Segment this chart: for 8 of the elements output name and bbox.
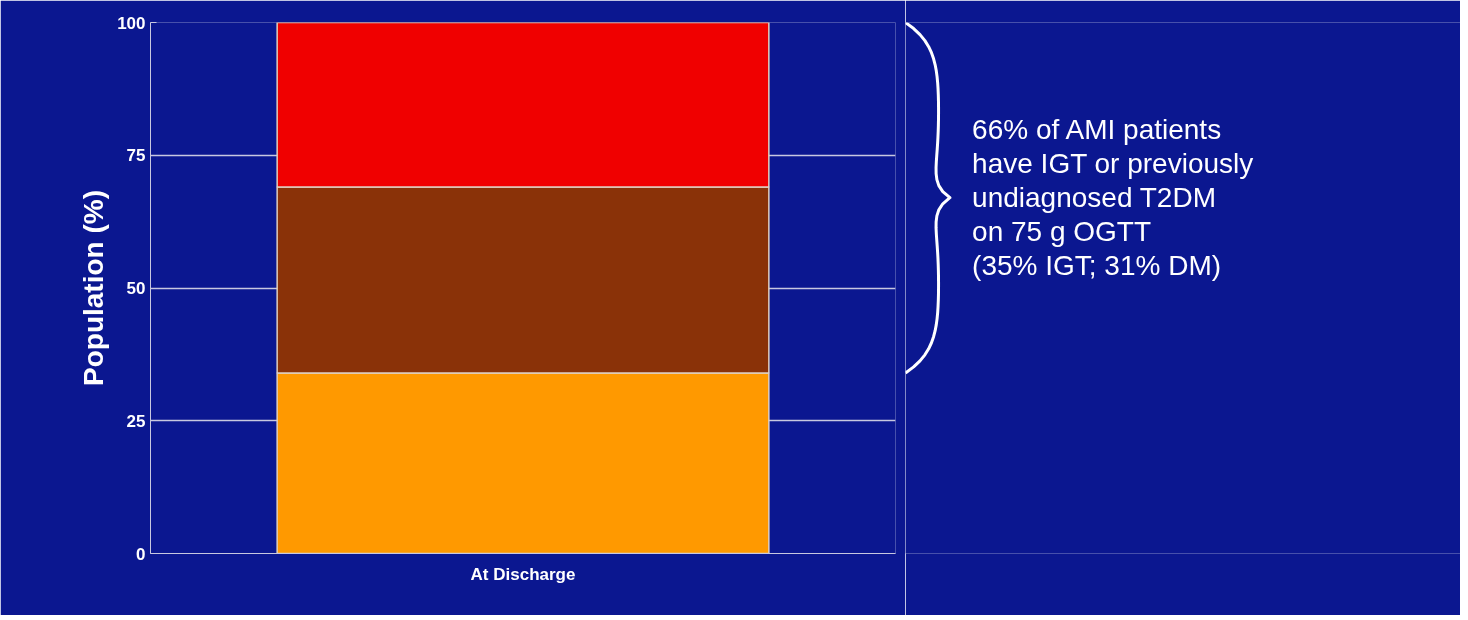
text: 66% of AMI patients have IGT or previously undiagnosed T2DM on 75 g OGTT (35% IGT; 31% DM): [972, 114, 1254, 282]
y-tick-label: 75: [126, 146, 146, 166]
y-tick-label: 50: [126, 279, 146, 298]
y-tick-label: 0: [136, 544, 146, 564]
y-tick-label: 100: [117, 13, 146, 33]
y-axis-title: Population (%): [78, 190, 110, 386]
x-tick-label: At Discharge: [470, 564, 576, 584]
y-tick-label: 25: [126, 411, 146, 431]
